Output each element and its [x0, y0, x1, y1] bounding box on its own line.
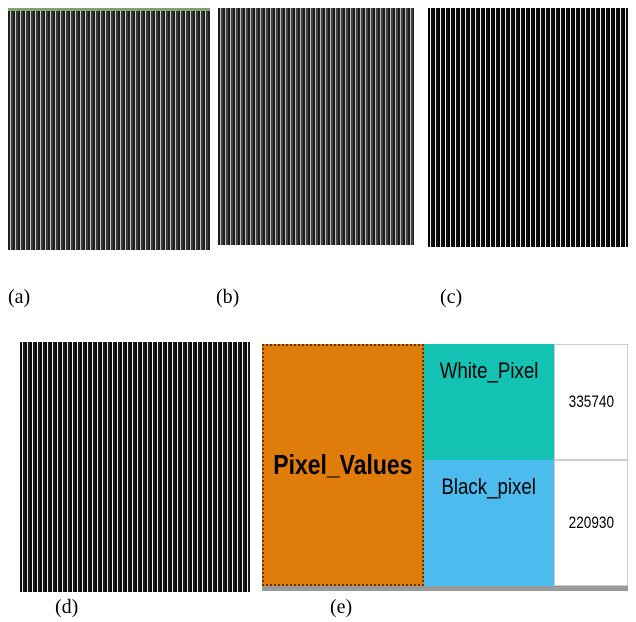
row-value: 220930 — [568, 513, 613, 533]
label-b: (b) — [216, 286, 239, 309]
label-e: (e) — [330, 596, 352, 619]
image-a — [8, 8, 210, 250]
table-footer-bar — [262, 586, 628, 591]
image-c — [428, 8, 628, 247]
value-cell: 335740 — [554, 344, 628, 460]
row-value: 335740 — [568, 392, 613, 412]
label-c: (c) — [440, 286, 462, 309]
row-name: White_Pixel — [440, 358, 539, 384]
label-d: (d) — [55, 596, 78, 619]
value-cell: 220930 — [554, 460, 628, 586]
table-header: Pixel_Values — [273, 449, 412, 481]
image-d — [20, 342, 250, 592]
label-a: (a) — [8, 286, 30, 309]
row-name: Black_pixel — [442, 474, 537, 500]
row-name-cell: White_Pixel — [424, 344, 554, 460]
figure: (a) (b) (c) Pixel_Values White_Pixel 335… — [0, 0, 636, 622]
table-header-cell: Pixel_Values — [262, 344, 424, 586]
row-name-cell: Black_pixel — [424, 460, 554, 586]
image-b — [218, 8, 414, 245]
